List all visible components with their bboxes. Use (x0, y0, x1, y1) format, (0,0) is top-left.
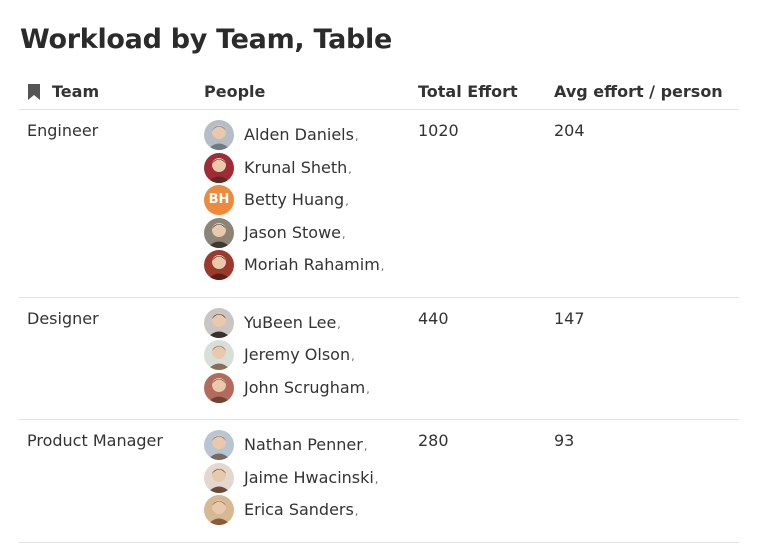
avatar (204, 250, 234, 280)
person-name-text: Nathan Penner (244, 435, 363, 454)
person-name: Jaime Hwacinski, (244, 468, 378, 487)
person-photo-icon (204, 372, 234, 403)
separator: , (337, 317, 341, 331)
page-title: Workload by Team, Table (20, 24, 393, 55)
person-name-text: Krunal Sheth (244, 157, 348, 177)
person-name-text: Alden Daniels (244, 125, 354, 144)
team-cell: Product Manager (27, 431, 163, 450)
person-photo-icon (204, 495, 234, 525)
column-header-total-effort[interactable]: Total Effort (418, 82, 518, 101)
total-effort-cell: 1020 (418, 121, 459, 140)
avatar (204, 217, 234, 248)
person-name-text: Jason Stowe (244, 222, 342, 242)
separator: , (351, 350, 355, 363)
person-name-text: YuBeen Lee (244, 312, 337, 332)
table-header: Team People Total Effort Avg effort / pe… (19, 76, 739, 110)
workload-table: Team People Total Effort Avg effort / pe… (19, 76, 739, 543)
person-name: Nathan Penner, (244, 435, 367, 454)
separator: , (345, 195, 349, 208)
separator: , (366, 382, 370, 396)
person-photo-icon (204, 430, 234, 460)
team-cell: Designer (27, 308, 99, 328)
avatar: BH (204, 185, 234, 215)
table-row[interactable]: Engineer Alden Daniels, Krunal Sheth, BH Bet… (19, 110, 739, 298)
person-name-text: Erica Sanders (244, 500, 354, 519)
table-row[interactable]: Product Manager Nathan Penner, Jaime Hwaci… (19, 420, 739, 543)
bookmark-icon (28, 84, 40, 100)
column-header-avg-effort[interactable]: Avg effort / person (554, 82, 723, 101)
column-header-people[interactable]: People (204, 82, 266, 101)
person-name: YuBeen Lee, (244, 313, 341, 332)
person-photo-icon (204, 120, 234, 150)
avatar (204, 307, 234, 338)
separator: , (374, 472, 379, 486)
total-effort-cell: 440 (418, 308, 449, 328)
separator: , (348, 162, 352, 176)
avatar (204, 462, 234, 493)
separator: , (342, 227, 346, 241)
table-row[interactable]: Designer YuBeen Lee, Jeremy Olson, John Scr… (19, 298, 739, 420)
person-name-text: Moriah Rahamim (244, 255, 380, 274)
person-name: Alden Daniels, (244, 125, 358, 144)
team-cell: Engineer (27, 121, 99, 140)
person-photo-icon (204, 250, 234, 280)
person-name: Jeremy Olson, (244, 345, 355, 364)
person-name: Jason Stowe, (244, 223, 346, 242)
person-photo-icon (204, 462, 234, 493)
avatar (204, 372, 234, 403)
avg-effort-cell: 93 (554, 431, 575, 450)
avg-effort-cell: 204 (554, 121, 585, 140)
avatar (204, 430, 234, 460)
avatar (204, 495, 234, 525)
person-name: Krunal Sheth, (244, 158, 352, 177)
separator: , (363, 440, 368, 453)
person-name-text: John Scrugham (244, 377, 366, 397)
column-header-team[interactable]: Team (52, 82, 100, 101)
person-name-text: Jaime Hwacinski (244, 467, 374, 487)
person-photo-icon (204, 217, 234, 248)
person-name-text: Jeremy Olson (244, 345, 351, 364)
person-name: Betty Huang, (244, 190, 349, 209)
person-name-text: Betty Huang (244, 190, 345, 209)
separator: , (354, 130, 359, 143)
avatar (204, 152, 234, 183)
total-effort-cell: 280 (418, 431, 449, 450)
person-name: Moriah Rahamim, (244, 255, 384, 274)
person-photo-icon (204, 340, 234, 370)
person-name: John Scrugham, (244, 378, 370, 397)
person-photo-icon (204, 152, 234, 183)
person-photo-icon (204, 307, 234, 338)
person-name: Erica Sanders, (244, 500, 358, 519)
separator: , (380, 260, 385, 273)
avatar (204, 340, 234, 370)
separator: , (354, 505, 359, 518)
avatar (204, 120, 234, 150)
avg-effort-cell: 147 (554, 308, 585, 328)
